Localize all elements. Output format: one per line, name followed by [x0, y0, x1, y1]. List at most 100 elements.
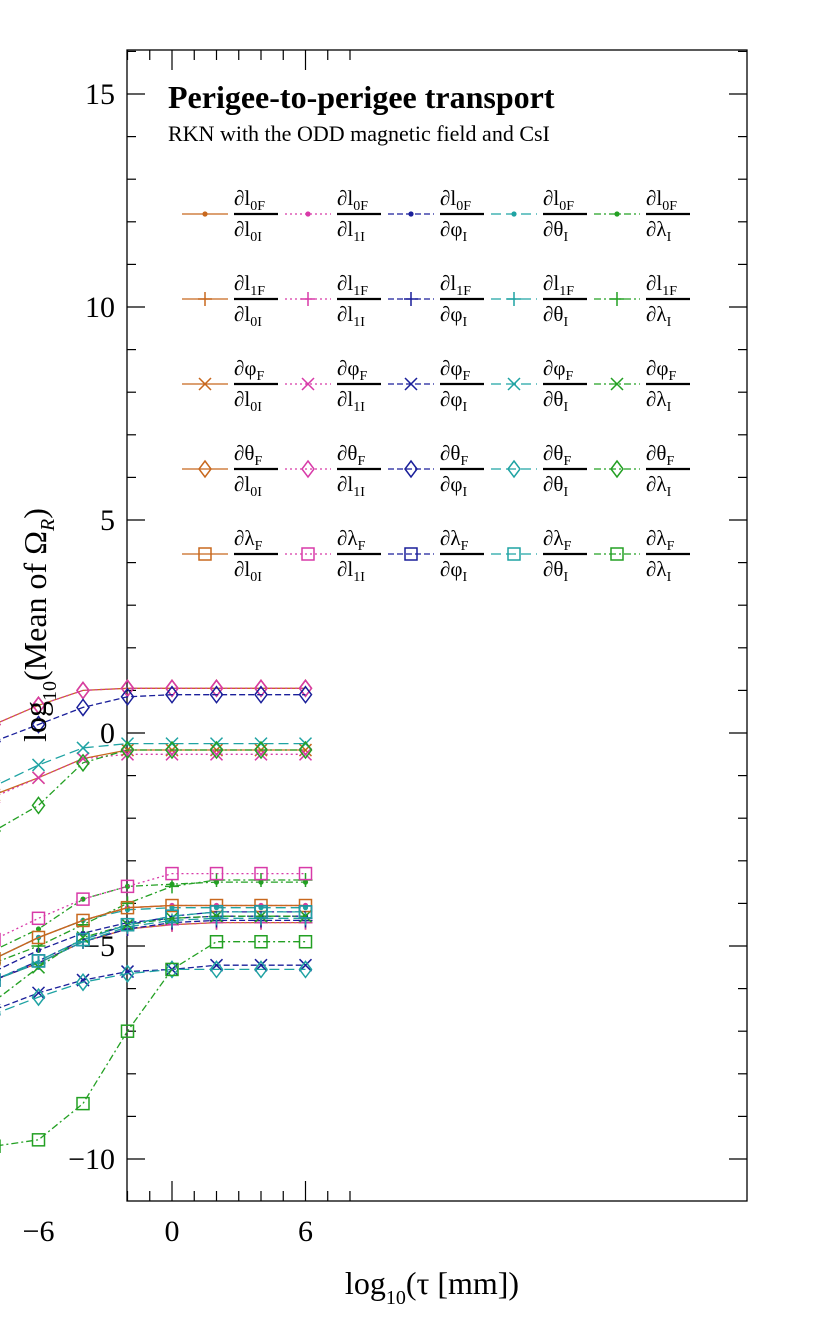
legend-denominator: ∂φI — [440, 217, 468, 245]
legend-denominator: ∂λI — [646, 302, 672, 330]
legend-entry: ∂θF ∂λI — [594, 441, 690, 500]
legend-marker — [408, 211, 414, 217]
series-line — [0, 694, 306, 740]
legend-marker — [301, 292, 315, 306]
legend-entry: ∂φF ∂l0I — [182, 356, 278, 415]
legend-marker — [305, 211, 311, 217]
data-point — [76, 913, 90, 928]
chart-title: Perigee-to-perigee transport — [168, 79, 555, 115]
data-point — [209, 905, 224, 919]
data-point — [76, 741, 90, 755]
legend-numerator: ∂l0F — [543, 186, 574, 214]
legend-entry: ∂l0F ∂λI — [594, 186, 690, 245]
data-point — [298, 740, 313, 760]
legend-entry: ∂φF ∂l1I — [285, 356, 381, 415]
data-point — [298, 934, 313, 949]
legend-denominator: ∂θI — [543, 557, 568, 585]
legend-denominator: ∂θI — [543, 217, 568, 245]
data-point — [298, 905, 313, 919]
data-point — [165, 866, 179, 881]
legend-denominator: ∂l0I — [234, 472, 262, 500]
legend-entry: ∂λF ∂φI — [388, 526, 484, 585]
series-layer — [0, 679, 313, 1153]
y-tick-label: 5 — [100, 504, 115, 537]
legend-marker — [198, 377, 212, 391]
data-point — [298, 685, 313, 704]
legend-numerator: ∂l0F — [337, 186, 368, 214]
data-point — [31, 986, 46, 1000]
data-point — [76, 892, 90, 906]
legend-entry: ∂l0F ∂θI — [491, 186, 587, 245]
series-line — [0, 915, 306, 970]
data-point — [31, 696, 46, 715]
legend-entry: ∂l1F ∂θI — [491, 271, 587, 330]
x-tick-label: −6 — [23, 1215, 55, 1248]
data-point — [80, 896, 86, 902]
data-point — [124, 883, 131, 889]
legend-numerator: ∂λF — [234, 526, 263, 554]
data-point — [31, 954, 46, 968]
legend-numerator: ∂l1F — [646, 271, 677, 299]
legend-entry: ∂l1F ∂l0I — [182, 271, 278, 330]
data-point — [298, 866, 313, 881]
legend-denominator: ∂θI — [543, 387, 568, 415]
legend-marker — [614, 211, 620, 217]
legend-entry: ∂θF ∂l1I — [285, 441, 381, 500]
data-point — [165, 898, 179, 913]
legend-entry: ∂l0F ∂l1I — [285, 186, 381, 245]
series-dthetaF/dlambdaI — [0, 740, 313, 833]
data-point — [254, 679, 268, 698]
data-point — [31, 758, 46, 772]
data-point — [31, 930, 46, 945]
legend-entry: ∂l0F ∂l0I — [182, 186, 278, 245]
legend: ∂l0F∂l0I∂l0F∂l1I∂l0F∂φI∂l0F∂θI∂l0F∂λI∂l1… — [182, 186, 690, 585]
data-point — [31, 771, 46, 785]
legend-marker — [507, 377, 521, 391]
legend-marker — [198, 547, 212, 561]
legend-denominator: ∂φI — [440, 557, 468, 585]
legend-marker — [301, 547, 315, 561]
data-point — [209, 740, 224, 760]
y-axis-label: log10(Mean of ΩR) — [17, 508, 61, 742]
series-line — [0, 921, 306, 979]
data-point — [120, 917, 135, 932]
legend-numerator: ∂l0F — [234, 186, 265, 214]
legend-marker — [404, 377, 418, 391]
data-point — [298, 679, 313, 698]
legend-entry: ∂l1F ∂l1I — [285, 271, 381, 330]
series-dl0F/dthetaI — [0, 905, 309, 957]
legend-marker — [404, 459, 418, 479]
data-point — [165, 740, 179, 760]
legend-numerator: ∂l0F — [440, 186, 471, 214]
legend-denominator: ∂φI — [440, 302, 468, 330]
data-point — [209, 685, 224, 704]
legend-numerator: ∂φF — [440, 356, 471, 384]
legend-entry: ∂θF ∂l0I — [182, 441, 278, 500]
legend-numerator: ∂λF — [646, 526, 675, 554]
data-point — [76, 932, 90, 947]
legend-entry: ∂l0F ∂φI — [388, 186, 484, 245]
data-point — [31, 939, 46, 953]
data-point — [31, 796, 46, 815]
legend-numerator: ∂l1F — [440, 271, 471, 299]
series-line — [0, 753, 306, 796]
legend-numerator: ∂l1F — [337, 271, 368, 299]
legend-marker — [511, 211, 517, 217]
series-dthetaF/dthetaI — [0, 960, 313, 1016]
legend-denominator: ∂l0I — [234, 217, 262, 245]
legend-marker — [610, 547, 624, 561]
legend-marker — [404, 547, 418, 561]
legend-marker — [301, 459, 315, 479]
legend-numerator: ∂l0F — [646, 186, 677, 214]
series-dthetaF/dphiI — [0, 685, 313, 743]
x-tick-label: 0 — [165, 1215, 180, 1248]
series-dlambdaF/dlambdaI — [0, 934, 313, 1153]
legend-marker — [610, 292, 624, 306]
legend-entry: ∂l1F ∂φI — [388, 271, 484, 330]
series-line — [0, 687, 306, 723]
legend-entry: ∂φF ∂λI — [594, 356, 690, 415]
legend-denominator: ∂λI — [646, 387, 672, 415]
series-dphiF/dl1I — [0, 747, 313, 803]
data-point — [120, 900, 135, 915]
